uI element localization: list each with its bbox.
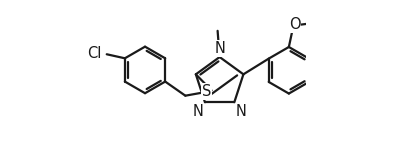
Text: N: N [214, 41, 225, 56]
Text: N: N [193, 104, 204, 119]
Text: O: O [289, 17, 301, 32]
Text: Cl: Cl [88, 46, 102, 61]
Text: S: S [201, 84, 211, 99]
Text: N: N [236, 104, 246, 119]
